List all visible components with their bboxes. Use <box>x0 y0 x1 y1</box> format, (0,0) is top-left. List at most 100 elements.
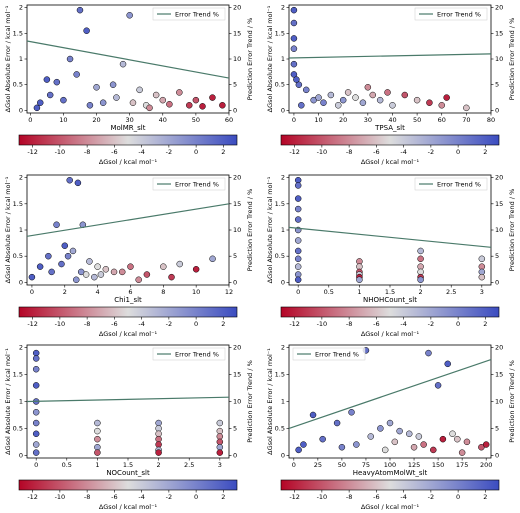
x-tick-label: 60 <box>225 116 233 124</box>
panel: 0 2 4 6 8 10 1200.511.5205101520Chi1_sltΔGsol … <box>4 174 254 338</box>
colorbar-tick-label: -10 <box>55 493 66 501</box>
x-tick-label: 3 <box>480 288 484 296</box>
data-point <box>309 411 317 419</box>
data-point <box>438 102 445 109</box>
x-axis-label: MolMR_slt <box>110 124 145 132</box>
data-point <box>73 71 80 78</box>
data-point <box>216 427 224 435</box>
data-point <box>109 81 117 88</box>
data-point <box>94 435 101 443</box>
x-tick-label: 200 <box>480 461 492 469</box>
data-point <box>155 449 162 456</box>
data-point <box>294 182 302 189</box>
colorbar-label: ΔGsol / kcal mol⁻¹ <box>99 330 158 338</box>
y2-tick-label: 10 <box>495 55 503 63</box>
data-point <box>290 45 298 52</box>
data-point <box>478 273 486 281</box>
y-tick-label: 0.5 <box>13 81 23 89</box>
y2-tick-label: 20 <box>233 174 241 182</box>
x-tick-label: 20 <box>339 116 347 124</box>
y2-tick-label: 5 <box>495 252 499 260</box>
y-axis-label: ΔGsol Absolute Error / kcal mol⁻¹ <box>4 5 12 112</box>
data-point <box>417 255 424 263</box>
colorbar-tick-label: -4 <box>138 320 144 328</box>
data-point <box>426 99 433 106</box>
legend-label: Error Trend % <box>315 351 359 359</box>
colorbar-label: ΔGsol / kcal mol⁻¹ <box>99 158 158 166</box>
data-point <box>352 94 359 101</box>
colorbar-tick-label: 2 <box>221 320 225 328</box>
y2-axis-label: Prediction Error Trend / % <box>508 360 516 443</box>
y-tick-label: 0.5 <box>13 424 23 432</box>
data-point <box>335 102 342 109</box>
data-point <box>119 60 127 68</box>
data-point <box>434 382 442 389</box>
data-point <box>176 89 183 96</box>
data-point <box>294 263 302 270</box>
colorbar-tick-label: -10 <box>317 493 328 501</box>
y2-tick-label: 15 <box>495 29 503 37</box>
data-point <box>76 6 84 14</box>
colorbar-tick-label: 2 <box>483 320 487 328</box>
data-point <box>32 365 40 373</box>
data-point <box>32 355 40 362</box>
data-point <box>364 84 372 91</box>
data-point <box>216 433 224 440</box>
colorbar-tick-label: -12 <box>289 493 300 501</box>
data-point <box>439 435 447 443</box>
data-point <box>381 446 389 454</box>
data-point <box>294 216 302 223</box>
data-point <box>129 99 137 106</box>
data-point <box>32 449 40 456</box>
data-point <box>74 179 82 187</box>
data-point <box>219 102 226 109</box>
y2-axis-label: Prediction Error Trend / % <box>246 189 254 272</box>
data-point <box>315 94 322 101</box>
colorbar-tick-label: 2 <box>221 148 225 156</box>
data-point <box>425 349 432 357</box>
legend-box <box>152 177 226 191</box>
data-point <box>417 247 424 255</box>
legend-box <box>292 347 366 361</box>
y-axis-label: ΔGsol Absolute Error / kcal mol⁻¹ <box>266 176 274 283</box>
x-tick-label: 0 <box>34 461 38 469</box>
data-point <box>94 449 101 456</box>
colorbar-tick-label: -12 <box>289 320 300 328</box>
x-tick-label: 0.5 <box>324 288 334 296</box>
x-tick-label: 4 <box>96 288 100 296</box>
data-point <box>290 6 298 14</box>
y2-tick-label: 15 <box>495 371 503 379</box>
colorbar-tick-label: -4 <box>138 148 144 156</box>
y2-tick-label: 10 <box>233 226 241 234</box>
colorbar-tick-label: -10 <box>317 148 328 156</box>
x-tick-label: 50 <box>413 116 421 124</box>
y-tick-label: 0.5 <box>275 81 285 89</box>
data-point <box>53 221 60 229</box>
data-point <box>143 271 151 278</box>
x-tick-label: 75 <box>362 461 370 469</box>
data-point <box>344 89 352 96</box>
data-point <box>32 419 40 427</box>
data-point <box>482 441 490 448</box>
y2-axis-label: Prediction Error Trend / % <box>508 189 516 272</box>
x-tick-label: 0 <box>292 116 296 124</box>
y-tick-label: 2 <box>19 4 23 12</box>
y2-axis-label: Prediction Error Trend / % <box>246 360 254 443</box>
y2-tick-label: 10 <box>233 398 241 406</box>
data-point <box>94 443 101 451</box>
data-point <box>295 81 303 88</box>
data-point <box>94 263 101 270</box>
x-tick-label: 30 <box>126 116 134 124</box>
data-point <box>82 271 90 278</box>
data-point <box>454 435 461 443</box>
colorbar <box>18 134 238 146</box>
data-point <box>86 102 94 109</box>
colorbar-tick-label: -2 <box>428 320 434 328</box>
data-point <box>48 268 55 276</box>
x-tick-label: 175 <box>456 461 468 469</box>
x-axis-label: Chi1_slt <box>114 296 142 304</box>
x-tick-label: 0 <box>292 461 296 469</box>
y2-tick-label: 20 <box>495 4 503 12</box>
x-axis-label: NHOHCount_slt <box>363 296 417 304</box>
colorbar-tick-label: -10 <box>317 320 328 328</box>
